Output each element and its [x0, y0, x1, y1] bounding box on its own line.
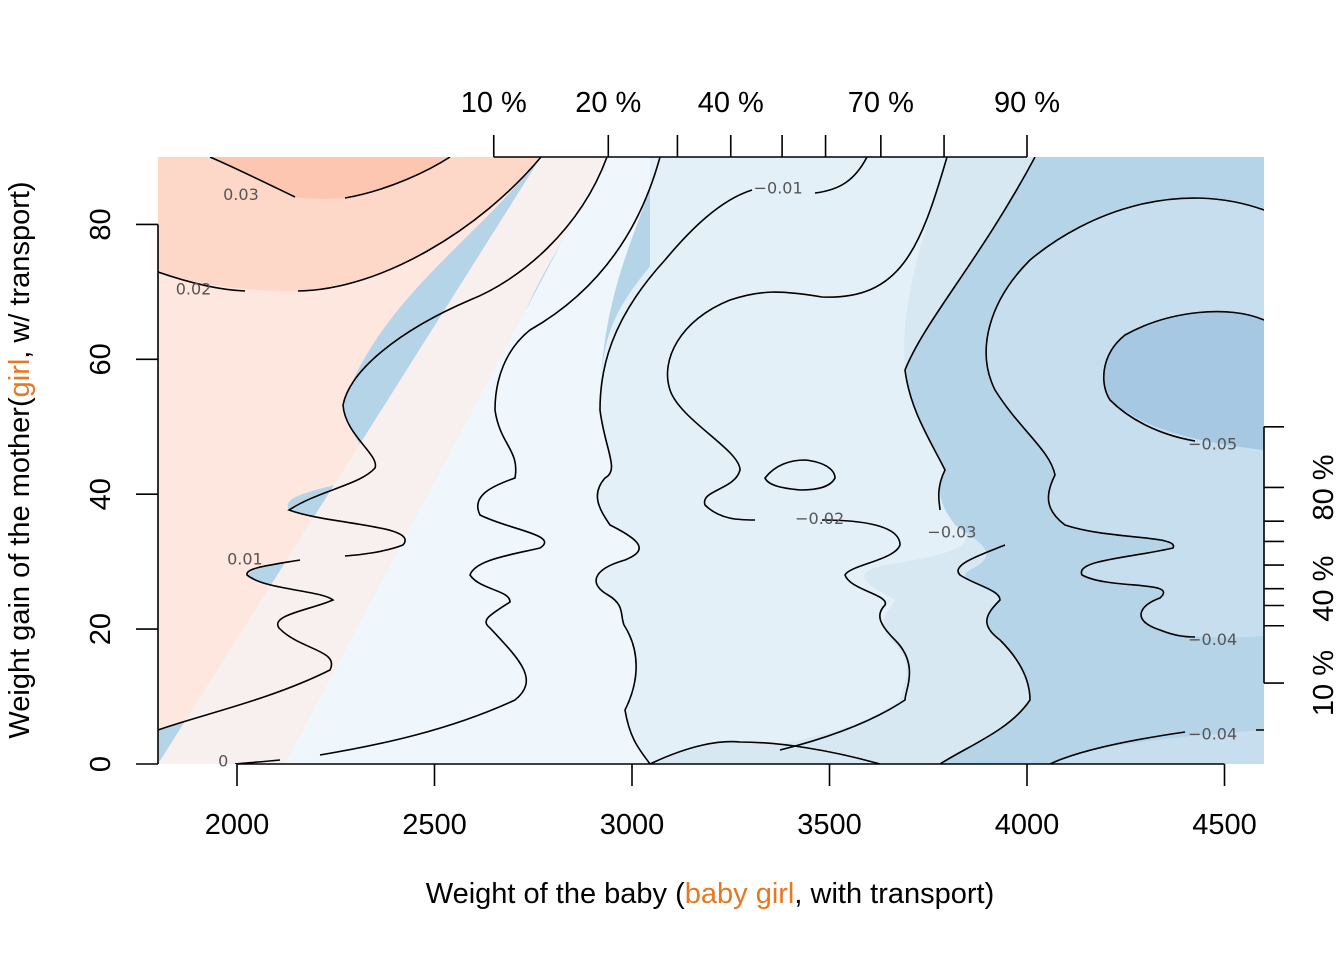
x-tick-label: 2000 [205, 809, 270, 841]
top-quantile-label: 90 % [994, 87, 1060, 119]
axis-title-part: Weight gain of the mother( [4, 397, 36, 739]
right-quantile-label: 10 % [1308, 650, 1340, 716]
axis-title-part: , with transport) [794, 878, 994, 910]
contour-fill-region [158, 157, 1264, 764]
x-tick-label: 3000 [600, 809, 665, 841]
band-pos-03 [210, 157, 450, 199]
contour-line-neg0.04-bottom [1049, 729, 1264, 764]
contour-label: 0.02 [176, 280, 212, 299]
right-quantile-label: 80 % [1308, 454, 1340, 520]
x-axis-title: Weight of the baby (baby girl, with tran… [426, 878, 994, 910]
y-tick-label: 80 [85, 208, 117, 240]
right-quantile-ticks: 10 % 40 % 80 % [1264, 425, 1340, 716]
y-tick-label: 0 [85, 756, 117, 772]
axis-title-part: baby girl [685, 878, 795, 910]
y-axis: 0 20 40 60 80 [85, 208, 159, 772]
y-axis-title: Weight gain of the mother(girl, w/ trans… [4, 181, 36, 738]
y-axis-ticks: 0 20 40 60 80 [85, 208, 158, 772]
y-tick-label: 60 [85, 343, 117, 375]
top-quantile-label: 70 % [848, 87, 914, 119]
contour-line-0.02 [158, 157, 542, 292]
contour-label: −0.05 [1188, 435, 1237, 454]
x-tick-label: 3500 [797, 809, 862, 841]
contour-line-neg0.01 [595, 157, 868, 764]
band-pos-01 [158, 157, 541, 730]
contour-line-0.01 [158, 157, 608, 731]
contour-line-neg0.02-island [764, 459, 836, 491]
contour-line-0.03 [209, 157, 451, 199]
band-neg-03-bottom [650, 741, 880, 764]
contour-label: 0.03 [223, 185, 259, 204]
contour-line-neg0.03 [904, 157, 1036, 764]
y-tick-label: 40 [85, 478, 117, 510]
top-quantile-axis: 10 % 20 % 40 % 70 % 90 % [461, 87, 1060, 158]
contour-line-neg0.02-top [666, 157, 948, 751]
top-quantile-label: 40 % [698, 87, 764, 119]
band-zero [158, 157, 607, 764]
axis-title-part: Weight of the baby ( [426, 878, 685, 910]
axis-title-part: , w/ transport) [4, 181, 36, 358]
x-axis: 2000 2500 3000 3500 4000 4500 [205, 763, 1257, 841]
contour-label: −0.02 [795, 509, 844, 528]
right-quantile-label: 40 % [1308, 556, 1340, 622]
contour-label: −0.01 [754, 178, 803, 197]
x-tick-label: 4500 [1192, 809, 1257, 841]
contour-lines [158, 157, 1264, 764]
top-quantile-label: 10 % [461, 87, 527, 119]
contour-line-neg0.05 [1103, 310, 1264, 442]
contour-line-neg0.04-main [985, 197, 1264, 638]
x-axis-ticks: 2000 2500 3000 3500 4000 4500 [205, 764, 1257, 841]
x-tick-label: 4000 [995, 809, 1060, 841]
x-tick-label: 2500 [402, 809, 467, 841]
band-pos-02 [158, 157, 541, 292]
contour-label: −0.04 [1188, 630, 1237, 649]
contour-label: 0 [218, 752, 228, 771]
contour-label: −0.03 [927, 522, 976, 541]
right-quantile-axis: 10 % 40 % 80 % [1263, 425, 1340, 716]
contour-line-neg0.02-bottom [649, 740, 881, 764]
contour-labels: 0.03 0.02 0.01 0 −0.01 −0.02 −0.03 −0.05 −0.04 −0… [176, 178, 1237, 770]
top-quantile-ticks: 10 % 20 % 40 % 70 % 90 % [461, 87, 1060, 157]
contour-label: 0.01 [227, 549, 263, 568]
band-neg-01 [285, 157, 660, 764]
y-tick-label: 20 [85, 613, 117, 645]
band-neg-05-inner [1103, 311, 1264, 450]
contour-label: −0.04 [1188, 725, 1237, 744]
top-quantile-label: 20 % [575, 87, 641, 119]
axis-title-part: girl [4, 359, 36, 398]
